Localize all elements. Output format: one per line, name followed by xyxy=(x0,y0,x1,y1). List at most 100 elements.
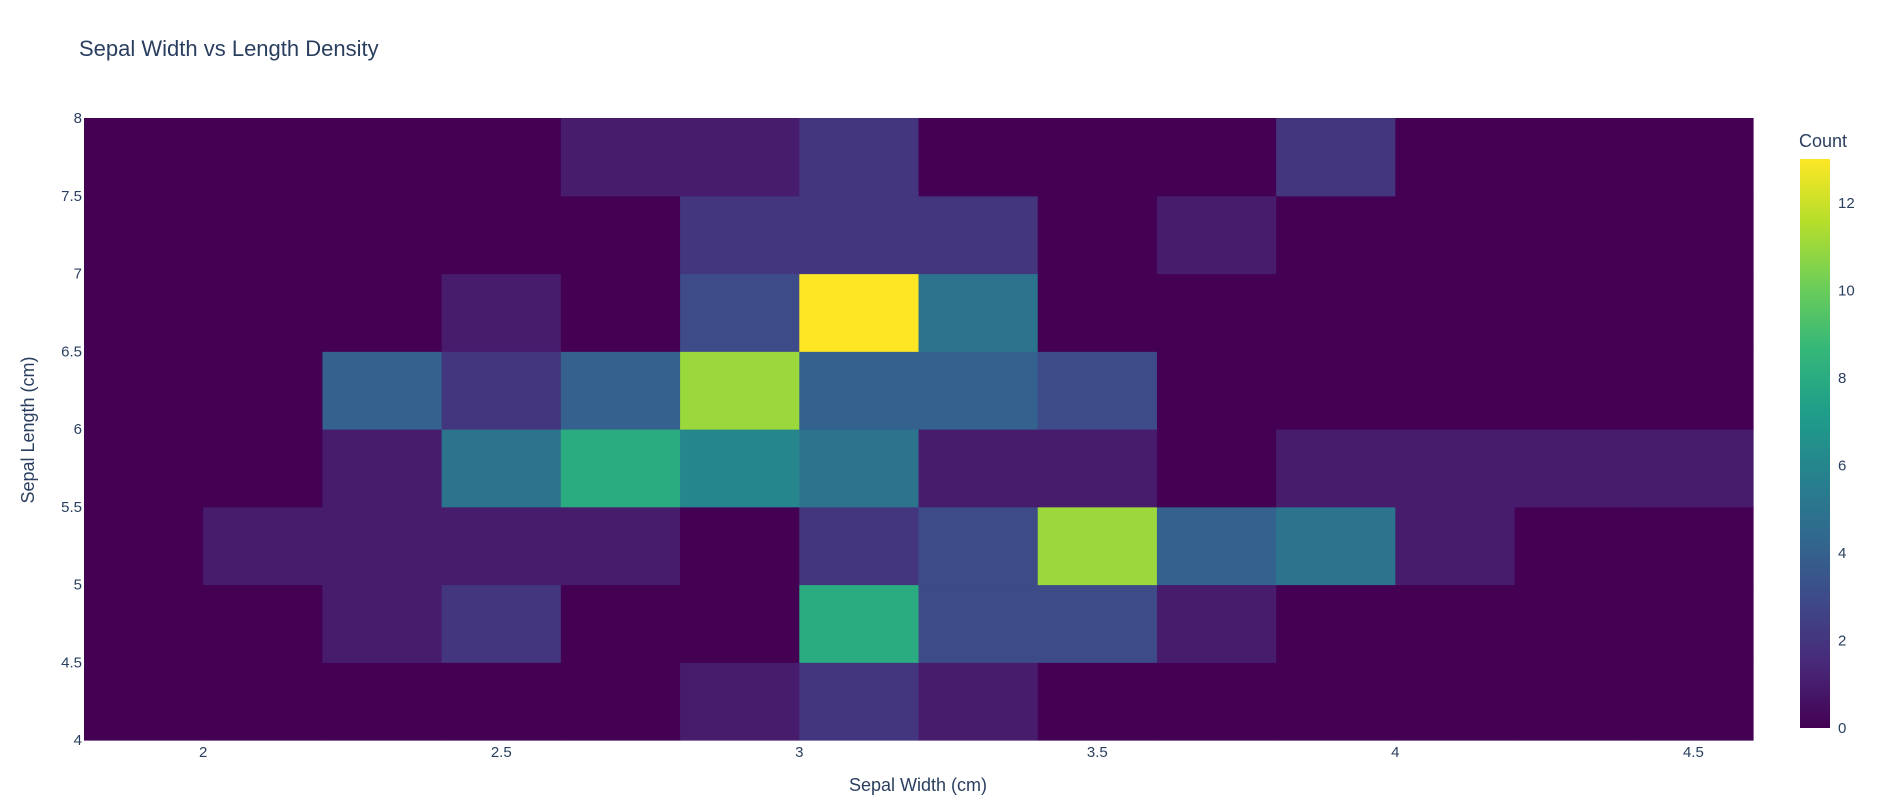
heatmap-cell xyxy=(1514,506,1635,586)
heatmap-cells xyxy=(84,118,1754,741)
heatmap-cell xyxy=(84,429,204,508)
heatmap-cell xyxy=(799,195,920,275)
heatmap-cell xyxy=(1276,195,1396,275)
heatmap-cell xyxy=(1037,429,1158,508)
y-tick-label: 5.5 xyxy=(61,499,82,516)
heatmap-cell xyxy=(1156,506,1277,586)
heatmap-cell xyxy=(1276,662,1396,741)
y-tick-label: 8 xyxy=(74,110,82,127)
colorbar-tick-label: 12 xyxy=(1838,195,1855,212)
heatmap-cell xyxy=(560,584,681,663)
heatmap-cell xyxy=(1633,662,1754,741)
heatmap-cell xyxy=(560,662,681,741)
heatmap-cell xyxy=(203,351,324,430)
heatmap-cell xyxy=(918,118,1039,197)
heatmap-cell xyxy=(1395,662,1516,741)
heatmap-cell xyxy=(560,118,681,197)
colorbar: Count 0 2 4 6 8 10 12 xyxy=(1799,131,1855,737)
colorbar-tick-label: 0 xyxy=(1838,720,1846,737)
chart-title: Sepal Width vs Length Density xyxy=(79,36,379,61)
colorbar-gradient xyxy=(1800,159,1830,728)
heatmap-cell xyxy=(680,429,800,508)
heatmap-cell xyxy=(1633,118,1754,197)
heatmap-cell xyxy=(203,584,324,663)
heatmap-cell xyxy=(1395,195,1516,275)
heatmap-cell xyxy=(1276,118,1396,197)
heatmap-cell xyxy=(441,118,562,197)
heatmap-cell xyxy=(203,273,324,352)
heatmap-cell xyxy=(322,351,443,430)
x-tick-label: 3 xyxy=(795,744,803,761)
colorbar-tick-label: 8 xyxy=(1838,370,1846,387)
heatmap-cell xyxy=(441,584,562,663)
x-tick-label: 4.5 xyxy=(1683,744,1704,761)
heatmap-cell xyxy=(918,429,1039,508)
heatmap-cell xyxy=(441,273,562,352)
heatmap-cell xyxy=(1037,662,1158,741)
heatmap-cell xyxy=(560,195,681,275)
heatmap-cell xyxy=(441,351,562,430)
x-tick-label: 2.5 xyxy=(491,744,512,761)
heatmap-cell xyxy=(441,506,562,586)
heatmap-cell xyxy=(441,429,562,508)
heatmap-cell xyxy=(322,506,443,586)
y-tick-label: 5 xyxy=(74,577,82,594)
heatmap-cell xyxy=(560,351,681,430)
heatmap-cell xyxy=(918,195,1039,275)
heatmap-cell xyxy=(799,584,920,663)
heatmap-cell xyxy=(322,195,443,275)
x-axis-ticks: 2 2.5 3 3.5 4 4.5 xyxy=(199,744,1704,761)
colorbar-title: Count xyxy=(1799,131,1847,151)
heatmap-cell xyxy=(918,584,1039,663)
heatmap-cell xyxy=(1633,351,1754,430)
heatmap-cell xyxy=(1395,273,1516,352)
heatmap-cell xyxy=(1395,429,1516,508)
heatmap-cell xyxy=(84,506,204,586)
heatmap-cell xyxy=(1276,273,1396,352)
heatmap-cell xyxy=(1633,584,1754,663)
heatmap-cell xyxy=(680,195,800,275)
colorbar-tick-label: 10 xyxy=(1838,282,1855,299)
colorbar-tick-label: 4 xyxy=(1838,545,1846,562)
x-axis-title: Sepal Width (cm) xyxy=(849,775,987,795)
x-tick-label: 2 xyxy=(199,744,207,761)
heatmap-cell xyxy=(322,429,443,508)
heatmap-cell xyxy=(84,118,204,197)
heatmap-cell xyxy=(1633,506,1754,586)
heatmap-cell xyxy=(1633,429,1754,508)
heatmap-cell xyxy=(441,662,562,741)
heatmap-cell xyxy=(1037,351,1158,430)
heatmap-cell xyxy=(1156,662,1277,741)
heatmap-cell xyxy=(1395,351,1516,430)
y-tick-label: 7.5 xyxy=(61,188,82,205)
x-tick-label: 4 xyxy=(1391,744,1399,761)
heatmap-cell xyxy=(799,506,920,586)
heatmap-cell xyxy=(1276,506,1396,586)
heatmap-cell xyxy=(799,273,920,352)
heatmap-cell xyxy=(560,506,681,586)
heatmap-cell xyxy=(1037,506,1158,586)
heatmap-cell xyxy=(322,662,443,741)
heatmap-cell xyxy=(918,273,1039,352)
heatmap-cell xyxy=(84,584,204,663)
heatmap-cell xyxy=(1156,118,1277,197)
heatmap-cell xyxy=(1156,584,1277,663)
y-tick-label: 4 xyxy=(74,732,82,749)
heatmap-cell xyxy=(799,118,920,197)
heatmap-cell xyxy=(1514,584,1635,663)
colorbar-tick-label: 2 xyxy=(1838,632,1846,649)
y-tick-label: 6 xyxy=(74,421,82,438)
heatmap-cell xyxy=(918,351,1039,430)
heatmap-cell xyxy=(680,118,800,197)
y-tick-label: 7 xyxy=(74,266,82,283)
colorbar-ticks: 0 2 4 6 8 10 12 xyxy=(1838,195,1855,737)
heatmap-cell xyxy=(1514,662,1635,741)
heatmap-cell xyxy=(1395,118,1516,197)
heatmap-cell xyxy=(322,584,443,663)
y-axis-title: Sepal Length (cm) xyxy=(18,356,38,503)
heatmap-cell xyxy=(680,506,800,586)
heatmap-cell xyxy=(322,273,443,352)
heatmap-cell xyxy=(680,351,800,430)
heatmap-cell xyxy=(203,429,324,508)
